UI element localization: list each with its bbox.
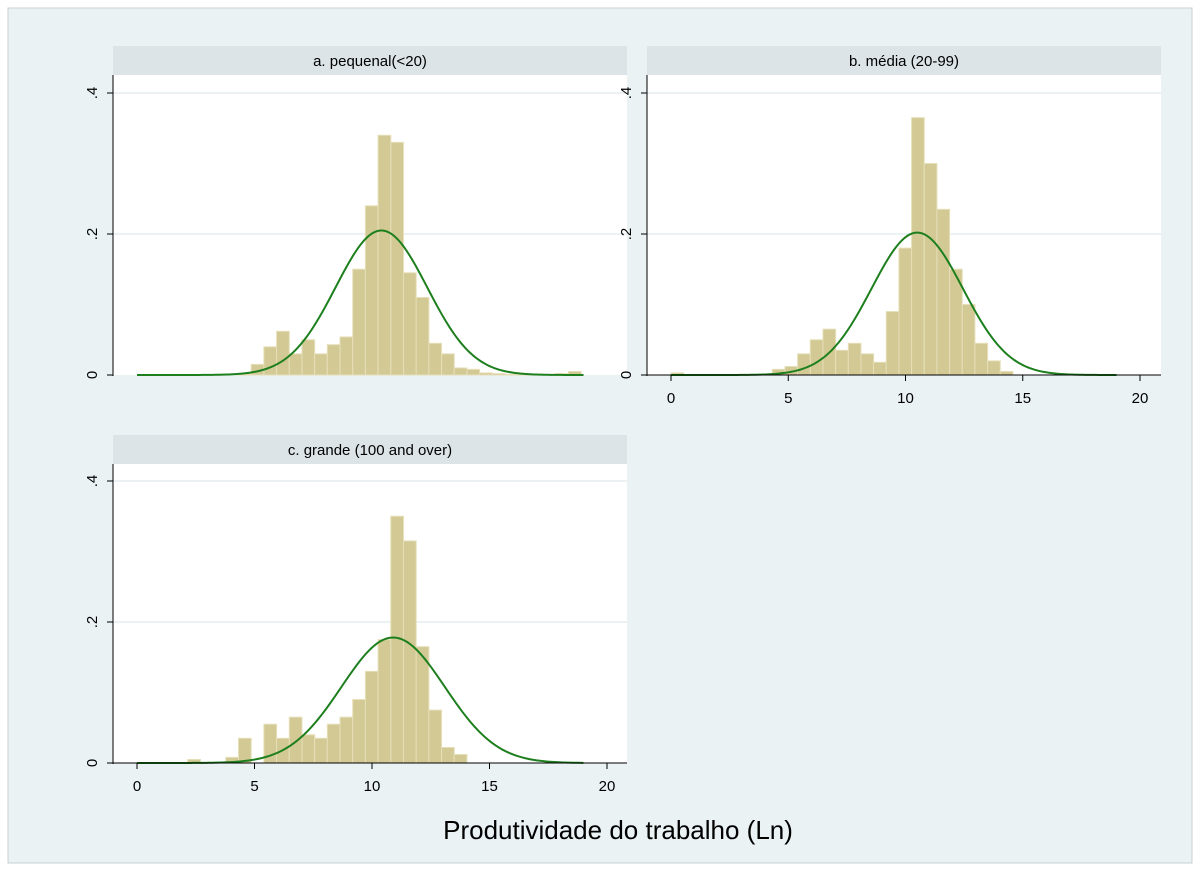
y-tick-label: .4 — [618, 87, 635, 100]
histogram-bar — [415, 646, 430, 764]
histogram-bar — [402, 540, 417, 764]
panel-title-strip — [113, 46, 627, 75]
y-tick-label: .2 — [84, 228, 101, 241]
y-tick-label: .2 — [84, 616, 101, 629]
x-tick-label: 5 — [784, 390, 792, 407]
histogram-bar — [479, 372, 493, 376]
histogram-bar — [364, 670, 379, 764]
panel-title: b. média (20-99) — [849, 53, 959, 70]
x-tick-label: 10 — [364, 778, 381, 795]
histogram-bar — [402, 272, 417, 376]
histogram-bar — [453, 367, 468, 376]
histogram-bar — [860, 353, 875, 376]
histogram-bar — [936, 208, 951, 376]
histogram-bar — [898, 247, 913, 376]
histogram-bar — [835, 349, 849, 376]
panel-title: c. grande (100 and over) — [288, 442, 452, 459]
x-tick-label: 15 — [1014, 390, 1031, 407]
histogram-bar — [491, 373, 506, 376]
histogram-bar — [441, 746, 455, 764]
histogram-bar — [428, 342, 443, 376]
histogram-bar — [377, 639, 392, 764]
x-tick-label: 15 — [481, 778, 498, 795]
histogram-bar — [923, 163, 938, 376]
histogram-bar — [428, 709, 443, 764]
histogram-bar — [390, 141, 404, 376]
x-tick-label: 5 — [250, 778, 258, 795]
histogram-bar — [974, 342, 989, 376]
histogram-bar — [885, 311, 900, 376]
histogram-bar — [301, 339, 316, 376]
histogram-bar — [288, 716, 303, 764]
normal-density-curve — [137, 229, 584, 376]
histogram-bar — [314, 353, 328, 376]
panel-title: a. pequenal(<20) — [313, 53, 427, 70]
panel-3: c. grande (100 and over) 0 .2 .4 0 5 10 15 20 — [84, 435, 627, 795]
histogram-bar — [809, 339, 824, 376]
histogram-bar — [441, 353, 455, 376]
x-axis-title: Produtividade do trabalho (Ln) — [443, 815, 793, 845]
histogram-bar — [301, 734, 316, 764]
histogram-bar — [326, 344, 341, 376]
x-tick-label: 10 — [897, 390, 914, 407]
y-tick-label: .4 — [84, 475, 101, 488]
histogram-bar — [847, 342, 862, 376]
histogram-bar — [314, 737, 328, 764]
y-tick-label: 0 — [618, 371, 635, 379]
histogram-bar — [339, 716, 354, 764]
histogram-bar — [873, 361, 887, 376]
histogram-bar — [352, 699, 366, 764]
y-tick-label: 0 — [84, 371, 101, 379]
histogram-bar — [453, 754, 468, 764]
y-tick-label: .4 — [84, 87, 101, 100]
histogram-bar — [961, 304, 976, 376]
histogram-bar — [326, 723, 341, 764]
panel-1: a. pequenal(<20) 0 .2 .4 — [84, 46, 627, 379]
histogram-bar — [415, 296, 430, 376]
histogram-bar — [238, 737, 252, 764]
histogram-bar — [352, 268, 366, 376]
histogram-bar — [263, 346, 278, 376]
x-tick-label: 0 — [667, 390, 675, 407]
histogram-bar — [797, 353, 811, 376]
panel-title-strip — [647, 46, 1161, 75]
histogram-bar — [377, 134, 392, 376]
histogram-bar — [288, 353, 303, 376]
y-tick-label: 0 — [84, 759, 101, 767]
x-tick-label: 20 — [1132, 390, 1149, 407]
histogram-bar — [339, 336, 354, 376]
x-tick-label: 20 — [599, 778, 616, 795]
histogram-bar — [276, 330, 290, 376]
histogram-bar — [504, 373, 519, 376]
panel-title-strip — [113, 435, 627, 464]
histogram-bar — [466, 368, 481, 376]
x-tick-label: 0 — [133, 778, 141, 795]
y-tick-label: .2 — [618, 228, 635, 241]
histogram-bar — [999, 370, 1014, 376]
histogram-bar — [987, 360, 1001, 376]
panel-2: b. média (20-99) 0 .2 .4 0 5 10 15 20 — [618, 46, 1161, 407]
histogram-bar — [911, 117, 925, 376]
